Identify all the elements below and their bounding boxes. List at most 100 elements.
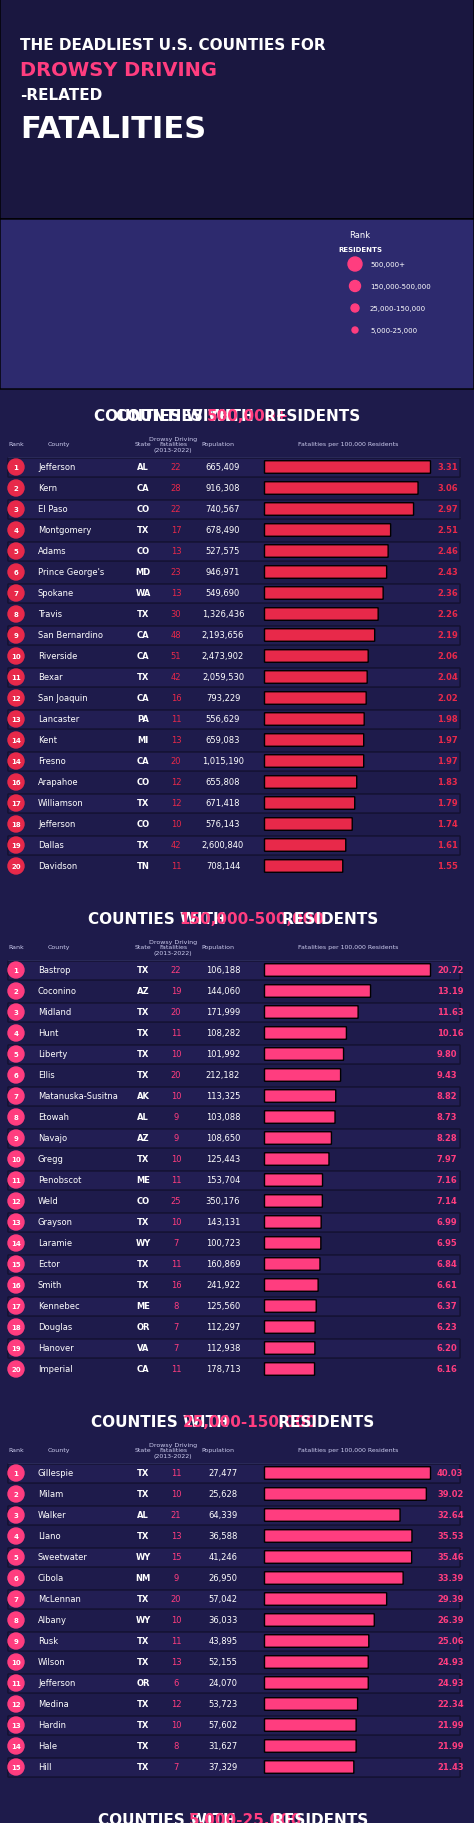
Text: 4: 4: [13, 527, 18, 534]
Text: 576,143: 576,143: [206, 820, 240, 829]
Text: AZ: AZ: [137, 1134, 149, 1143]
Text: 10: 10: [171, 1721, 181, 1730]
FancyBboxPatch shape: [8, 1590, 460, 1610]
Text: Ector: Ector: [38, 1260, 60, 1269]
Text: RESIDENTS: RESIDENTS: [277, 912, 378, 926]
Circle shape: [8, 1653, 24, 1670]
Text: 35.46: 35.46: [437, 1553, 464, 1562]
Text: 1,015,190: 1,015,190: [202, 757, 244, 766]
FancyBboxPatch shape: [264, 1613, 374, 1626]
Text: 7: 7: [14, 591, 18, 596]
Text: 8: 8: [14, 1617, 18, 1622]
Text: RESIDENTS: RESIDENTS: [338, 246, 382, 253]
FancyBboxPatch shape: [8, 1214, 460, 1232]
Circle shape: [8, 1695, 24, 1712]
FancyBboxPatch shape: [8, 1130, 460, 1148]
Text: Kennebec: Kennebec: [38, 1302, 80, 1311]
Text: 28: 28: [171, 485, 182, 494]
FancyBboxPatch shape: [8, 1506, 460, 1526]
FancyBboxPatch shape: [8, 1003, 460, 1023]
Text: 21.99: 21.99: [437, 1741, 464, 1750]
Text: TX: TX: [137, 1028, 149, 1037]
Text: Hale: Hale: [38, 1741, 57, 1750]
Text: 916,308: 916,308: [206, 485, 240, 494]
Text: Bexar: Bexar: [38, 673, 63, 682]
Circle shape: [8, 501, 24, 518]
Text: 11: 11: [171, 1469, 181, 1478]
FancyBboxPatch shape: [264, 1280, 318, 1291]
Text: 112,297: 112,297: [206, 1323, 240, 1333]
Text: Montgomery: Montgomery: [38, 527, 91, 536]
Text: 57,042: 57,042: [209, 1595, 237, 1604]
Text: 25,000-150,000: 25,000-150,000: [182, 1415, 317, 1429]
Text: 25: 25: [171, 1198, 181, 1205]
Text: TX: TX: [137, 1657, 149, 1666]
Text: 3: 3: [14, 507, 18, 512]
Text: 13: 13: [171, 547, 182, 556]
Text: -RELATED: -RELATED: [20, 88, 102, 102]
Text: 57,602: 57,602: [209, 1721, 237, 1730]
Text: COUNTIES WITH: COUNTIES WITH: [116, 410, 259, 425]
Text: AK: AK: [137, 1092, 149, 1101]
Text: Gregg: Gregg: [38, 1154, 64, 1163]
Circle shape: [8, 1486, 24, 1502]
Text: 500,000+: 500,000+: [207, 410, 289, 425]
Text: Ellis: Ellis: [38, 1070, 55, 1079]
Text: Hill: Hill: [38, 1763, 52, 1772]
Text: 10: 10: [171, 1154, 181, 1163]
Circle shape: [8, 1570, 24, 1586]
Text: Milam: Milam: [38, 1489, 63, 1499]
Text: 8.28: 8.28: [437, 1134, 457, 1143]
Text: COUNTIES WITH: COUNTIES WITH: [98, 1812, 241, 1823]
FancyBboxPatch shape: [264, 1635, 369, 1648]
Text: 6.84: 6.84: [437, 1260, 458, 1269]
Text: 7.97: 7.97: [437, 1154, 457, 1163]
Text: 15: 15: [11, 1765, 21, 1770]
Text: San Joaquin: San Joaquin: [38, 695, 88, 704]
Text: 671,418: 671,418: [206, 798, 240, 808]
Text: DROWSY DRIVING: DROWSY DRIVING: [20, 60, 217, 80]
Text: MI: MI: [137, 736, 149, 746]
Circle shape: [8, 983, 24, 999]
Text: 5: 5: [14, 1052, 18, 1057]
FancyBboxPatch shape: [264, 1697, 357, 1710]
Text: 10: 10: [171, 1489, 181, 1499]
Text: 13: 13: [11, 716, 21, 722]
Text: 4: 4: [13, 1533, 18, 1539]
Circle shape: [8, 1214, 24, 1231]
FancyBboxPatch shape: [8, 1715, 460, 1735]
Text: 9: 9: [14, 633, 18, 638]
Text: 52,155: 52,155: [209, 1657, 237, 1666]
Text: TX: TX: [137, 1763, 149, 1772]
Text: VA: VA: [137, 1344, 149, 1353]
Text: TX: TX: [137, 798, 149, 808]
Text: 13: 13: [11, 1220, 21, 1225]
Circle shape: [8, 481, 24, 496]
Circle shape: [8, 1633, 24, 1650]
Text: 24.93: 24.93: [437, 1679, 464, 1688]
Text: Davidson: Davidson: [38, 862, 77, 871]
FancyBboxPatch shape: [264, 1655, 368, 1668]
FancyBboxPatch shape: [264, 1174, 322, 1187]
FancyBboxPatch shape: [264, 503, 413, 516]
Text: TX: TX: [137, 1531, 149, 1540]
FancyBboxPatch shape: [264, 587, 383, 600]
Text: THE DEADLIEST U.S. COUNTIES FOR: THE DEADLIEST U.S. COUNTIES FOR: [20, 38, 326, 53]
Circle shape: [8, 1046, 24, 1063]
Text: 2.46: 2.46: [437, 547, 458, 556]
Text: 2,600,840: 2,600,840: [202, 840, 244, 850]
Text: Fatalities per 100,000 Residents: Fatalities per 100,000 Residents: [298, 944, 398, 950]
Text: 100,723: 100,723: [206, 1240, 240, 1247]
Circle shape: [8, 1550, 24, 1566]
Text: Population: Population: [201, 944, 235, 950]
Text: 8.82: 8.82: [437, 1092, 457, 1101]
Circle shape: [8, 1759, 24, 1776]
Text: 160,869: 160,869: [206, 1260, 240, 1269]
Text: Adams: Adams: [38, 547, 67, 556]
Text: 22: 22: [171, 966, 181, 975]
Text: Hardin: Hardin: [38, 1721, 66, 1730]
Text: 42: 42: [171, 840, 181, 850]
FancyBboxPatch shape: [264, 525, 391, 538]
Text: 9: 9: [14, 1136, 18, 1141]
Text: Smith: Smith: [38, 1282, 63, 1291]
